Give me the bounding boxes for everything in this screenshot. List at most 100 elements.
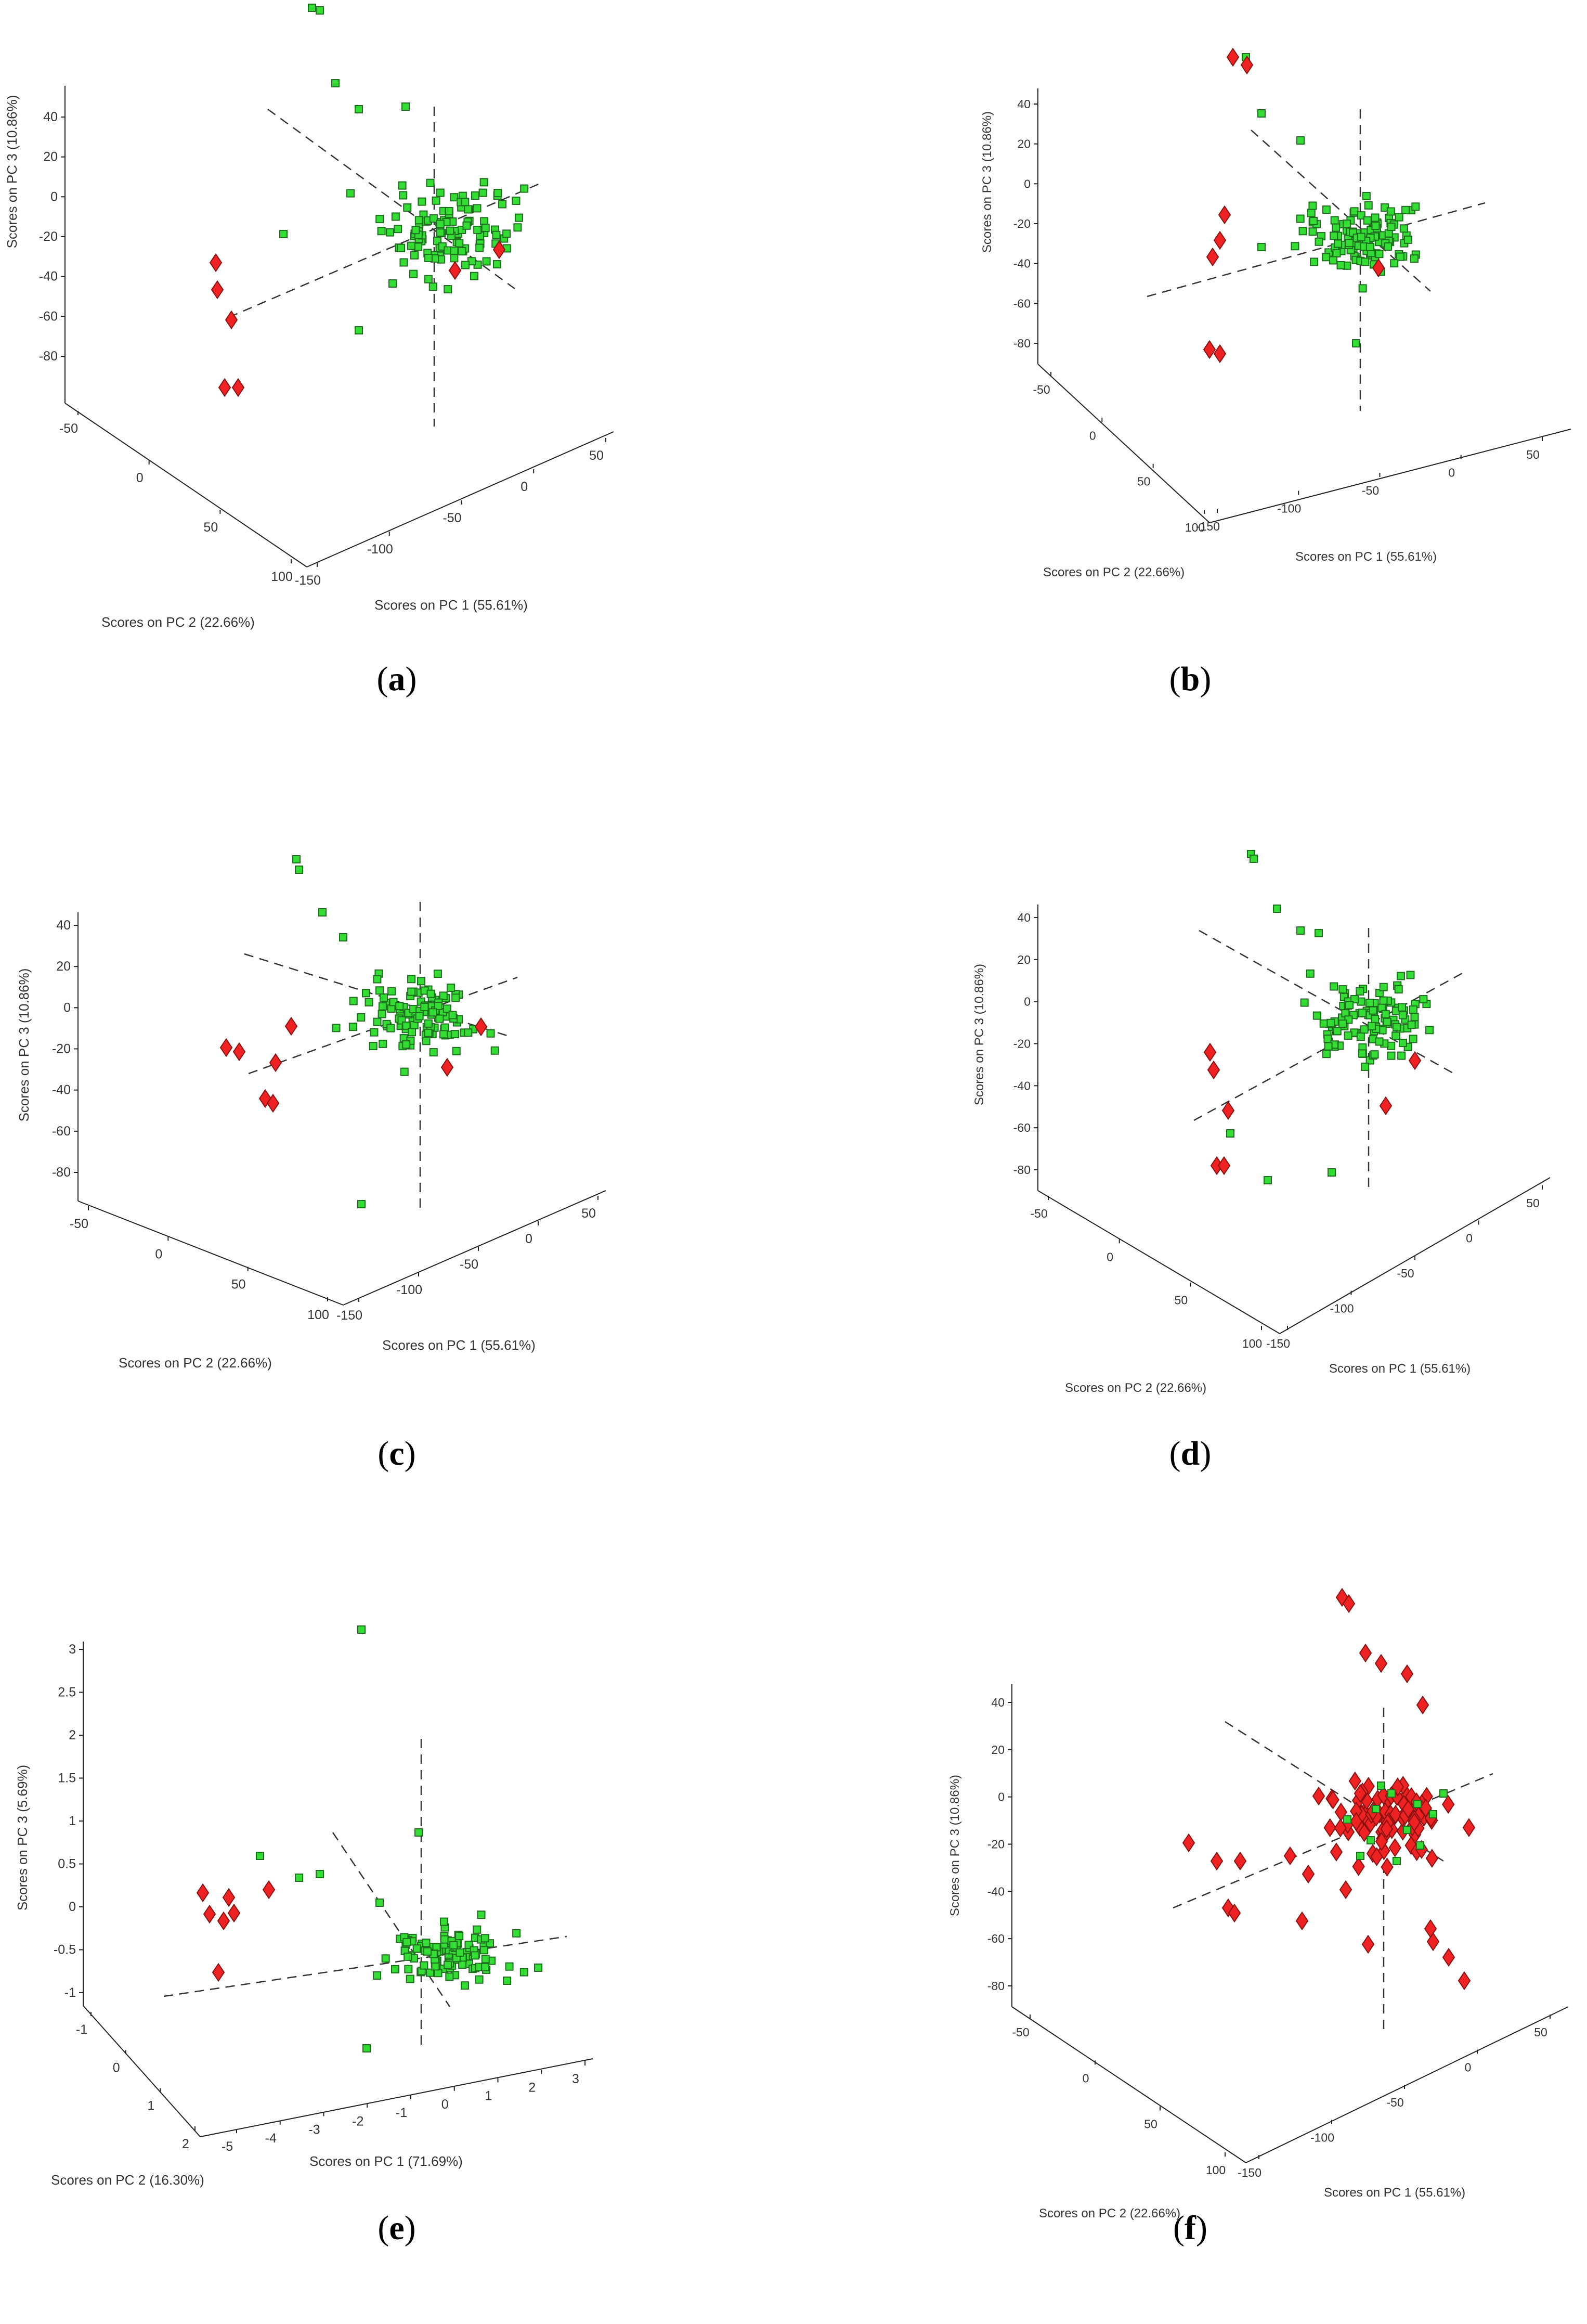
red-diamond-point: [1342, 1594, 1356, 1613]
y-tick-label: 1: [147, 2099, 154, 2113]
green-square-point: [381, 1954, 390, 1963]
green-square-point: [387, 987, 396, 996]
red-diamond-point: [1462, 1818, 1476, 1837]
green-square-point: [316, 6, 324, 15]
green-square-point: [423, 1947, 432, 1956]
z-tick-label: -40: [39, 269, 58, 284]
green-square-point: [1407, 1021, 1416, 1029]
green-square-point: [439, 1917, 448, 1926]
z-tick-label: -60: [1013, 1121, 1031, 1134]
z-tick-label: -20: [1013, 1037, 1031, 1051]
x-axis-line: [1209, 429, 1571, 523]
z-tick-label: -40: [987, 1884, 1005, 1898]
red-diamond-point: [1323, 1818, 1336, 1838]
y-axis-label: Scores on PC 2 (22.66%): [1039, 2206, 1180, 2220]
green-square-point: [431, 1962, 440, 1971]
x-tick-label: -150: [336, 1308, 362, 1323]
green-square-point: [452, 1047, 461, 1055]
green-square-point: [434, 1002, 443, 1011]
z-tick-label: 0: [50, 189, 58, 204]
green-square-point: [444, 285, 452, 294]
y-axis-line: [1011, 2006, 1246, 2163]
green-square-point: [1257, 243, 1266, 251]
green-square-point: [1371, 213, 1380, 222]
green-square-point: [417, 977, 425, 986]
green-square-point: [448, 1011, 457, 1019]
z-tick-label: 20: [43, 150, 58, 164]
green-square-point: [414, 216, 423, 225]
green-square-point: [456, 1948, 464, 1957]
green-square-point: [402, 1040, 411, 1049]
green-square-point: [406, 1974, 414, 1983]
green-square-point: [1387, 1789, 1396, 1798]
red-diamond-point: [211, 280, 224, 300]
y-tick-label: 50: [1137, 475, 1151, 488]
red-diamond-point: [440, 1057, 454, 1077]
x-tick-label: -2: [352, 2114, 363, 2128]
y-axis-line: [1037, 1190, 1280, 1334]
y-tick-label: -50: [70, 1217, 88, 1231]
panel-c: 40 20 0 -20 -40 -60 -80 -50 0 50 100 -150 -100 -50 0 50…: [0, 774, 794, 1549]
x-tick-label: 0: [1465, 2061, 1472, 2074]
chart-c: 40 20 0 -20 -40 -60 -80 -50 0 50 100 -150 -100 -50 0 50…: [16, 855, 606, 1371]
y-tick-label: -50: [1033, 383, 1050, 396]
green-square-point: [1398, 1011, 1407, 1019]
green-square-point: [1392, 1023, 1401, 1031]
y-tick-label: 50: [203, 520, 218, 535]
y-tick-label: -50: [59, 421, 78, 436]
red-diamond-point: [1210, 1851, 1224, 1871]
green-square-point: [1391, 1031, 1400, 1040]
green-square-point: [1401, 205, 1410, 214]
green-square-point: [424, 1028, 433, 1037]
red-diamond-point: [209, 253, 223, 273]
green-square-point: [473, 204, 482, 213]
green-square-point: [436, 228, 445, 237]
green-square-point: [1364, 201, 1373, 210]
red-diamond-point: [1401, 1799, 1415, 1819]
chart-e: 3 2.5 2 1.5 1 0.5 0 -0.5 -1 -1 0 1 2 -5 -4 -3 -2 -1 0 1 2 3 S…: [15, 1625, 593, 2188]
green-square-point: [256, 1852, 264, 1860]
x-tick-label: 0: [1448, 466, 1455, 480]
z-tick-label: 20: [1017, 137, 1031, 151]
green-square-point: [434, 1969, 443, 1978]
z-tick-label: 0: [1024, 177, 1031, 190]
green-square-point: [357, 1013, 366, 1022]
red-diamond-point: [1458, 1971, 1471, 1991]
green-square-point: [1334, 239, 1343, 248]
green-square-point: [1330, 982, 1338, 991]
green-square-point: [471, 191, 479, 200]
z-tick-label: -60: [52, 1124, 71, 1139]
green-square-point: [1310, 257, 1319, 266]
green-square-point: [401, 102, 410, 111]
green-square-point: [493, 189, 502, 198]
x-axis-line: [200, 2058, 593, 2137]
green-square-point: [388, 279, 397, 288]
z-tick-label: -80: [1013, 1163, 1031, 1177]
red-diamond-point: [1295, 1911, 1309, 1931]
green-square-point: [461, 198, 470, 206]
red-diamond-point: [203, 1904, 216, 1924]
green-square-point: [505, 1962, 514, 1971]
y-tick-label: -1: [76, 2022, 87, 2037]
z-tick-label: -20: [987, 1838, 1005, 1851]
y-tick-label: 2: [182, 2137, 189, 2151]
green-square-point: [1409, 1005, 1417, 1014]
green-square-point: [295, 866, 303, 874]
green-square-point: [445, 206, 453, 215]
x-tick-label: 50: [589, 448, 604, 463]
dashed-axis-diagonal-up: [163, 1935, 567, 1997]
red-diamond-point: [222, 1888, 236, 1907]
green-square-point: [513, 223, 522, 232]
green-square-point: [477, 1910, 486, 1919]
x-tick-label: -50: [1397, 1267, 1414, 1280]
green-square-point: [399, 191, 408, 200]
red-diamond-point: [1370, 1847, 1383, 1866]
z-axis-label: Scores on PC 3 (10.86%): [16, 969, 32, 1122]
green-square-point: [1330, 231, 1338, 240]
green-square-point: [332, 1024, 341, 1032]
x-axis-line: [343, 1190, 606, 1306]
y-tick-label: 100: [1206, 2163, 1226, 2177]
green-square-point: [1328, 1168, 1336, 1177]
green-square-point: [1399, 224, 1408, 233]
green-square-point: [426, 178, 435, 187]
